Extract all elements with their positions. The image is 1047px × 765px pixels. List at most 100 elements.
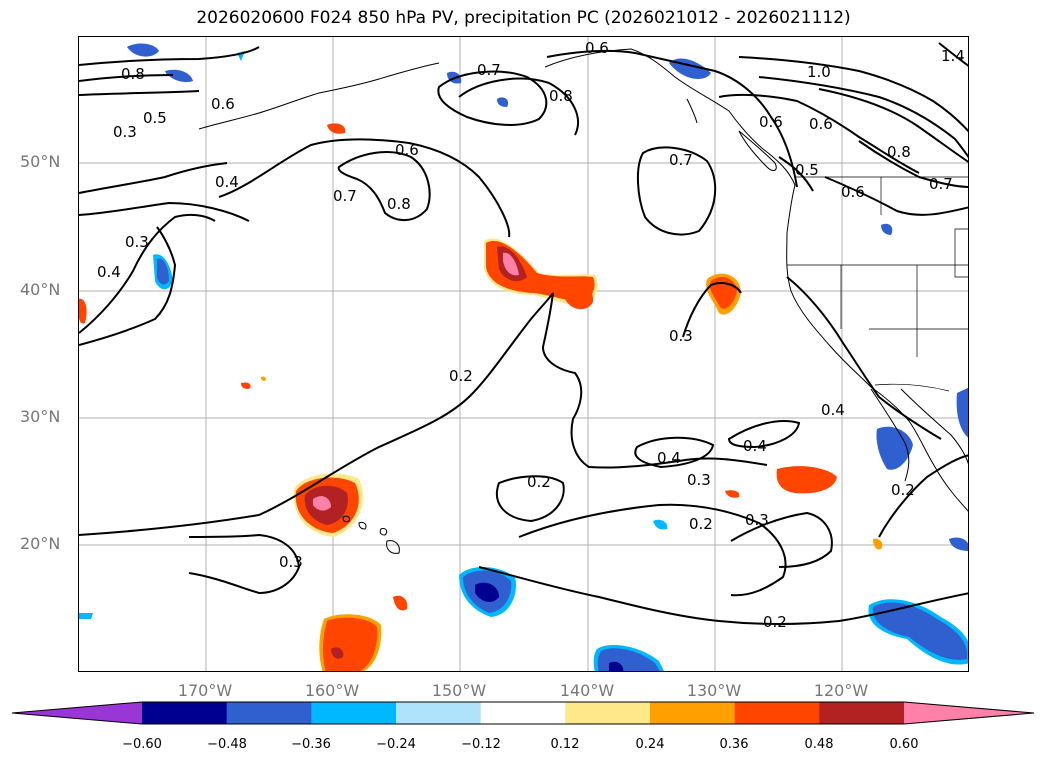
colorbar-tick: 0.12 <box>550 737 580 752</box>
contour-0-5-ne <box>778 156 814 192</box>
contour-0-2-main <box>79 292 768 536</box>
precip-blob-25n-125w <box>776 466 837 494</box>
contour-label: 0.4 <box>657 449 681 467</box>
precip-blob-16n-155w <box>393 595 408 611</box>
precip-blob-20n-116w <box>873 538 883 550</box>
contour-label: 0.8 <box>549 87 573 105</box>
colorbar-swatch <box>142 702 228 724</box>
contour-label: 0.6 <box>809 115 833 133</box>
colorbar-swatch <box>396 702 482 724</box>
precip-blob-11n-138w <box>593 645 664 671</box>
contour-0-7-east <box>858 140 968 188</box>
colorbar-swatch <box>311 702 397 724</box>
contour-0-3-lower-right <box>730 511 833 568</box>
aleutian-islands <box>198 62 440 130</box>
precip-blob-47n-119w <box>881 223 893 235</box>
contour-0-8-north <box>79 74 174 82</box>
alaska-coast <box>544 48 676 78</box>
graticule <box>79 37 968 671</box>
us-mexico-border <box>874 383 950 392</box>
contour-0-2-right <box>878 454 968 538</box>
contour-0-4-closed-a <box>634 436 715 469</box>
map-title: 2026020600 F024 850 hPa PV, precipitatio… <box>196 8 851 28</box>
colorbar-tick: 0.36 <box>719 737 749 752</box>
colorbar <box>11 701 1035 725</box>
haida-gwaii <box>686 98 698 124</box>
precip-blob-14n-113w <box>868 599 968 665</box>
political-borders <box>787 176 968 392</box>
contour-labels: 0.8 0.6 0.5 0.4 0.3 0.6 0.7 0.8 0.7 0.8 … <box>97 39 965 631</box>
precip-blob-53n-147w <box>497 97 509 107</box>
contour-0-6-north-pacific <box>218 138 511 238</box>
contour-0-8-east <box>818 88 968 163</box>
precip-negative-anomalies <box>79 43 968 671</box>
map-panel: 0.8 0.6 0.5 0.4 0.3 0.6 0.7 0.8 0.7 0.8 … <box>78 36 969 672</box>
colorbar-extend-high <box>904 702 1034 724</box>
precip-blob-19n-112w <box>949 537 968 551</box>
colorbar-swatch <box>819 702 905 724</box>
contour-label: 0.6 <box>395 141 419 159</box>
contour-label: 1.4 <box>941 47 965 65</box>
contour-label: 0.2 <box>763 613 787 631</box>
contour-1-0 <box>738 56 968 133</box>
hawaii-maui <box>379 528 388 536</box>
lon-label-120w: 120°W <box>813 681 869 700</box>
hawaii-kauai <box>342 515 350 523</box>
contour-0-6-ne <box>824 176 968 216</box>
colorbar-tick: −0.60 <box>122 737 162 752</box>
contour-0-7-closed <box>437 70 548 126</box>
contour-label: 0.7 <box>477 61 501 79</box>
contour-0-6-upper <box>79 90 200 96</box>
contour-0-4-east <box>786 276 942 440</box>
contour-label: 0.7 <box>333 187 357 205</box>
contour-label: 0.6 <box>585 39 609 57</box>
contour-label: 0.3 <box>279 553 303 571</box>
precip-blob-50n-156w <box>327 123 346 134</box>
contour-label: 0.4 <box>97 263 121 281</box>
contour-0-2-closed <box>496 475 565 523</box>
vancouver-island <box>738 130 777 171</box>
colorbar-swatch <box>650 702 736 724</box>
contour-0-2-lower <box>478 566 968 625</box>
contour-0-7-closed-b <box>636 146 717 236</box>
contour-label: 0.3 <box>687 471 711 489</box>
colorbar-tick: −0.12 <box>461 737 501 752</box>
contour-label: 0.7 <box>929 175 953 193</box>
lat-label-40n: 40°N <box>20 280 61 299</box>
contour-label: 0.8 <box>121 65 145 83</box>
precip-blob-41n-177w <box>153 254 173 290</box>
precip-blob-39n-129w <box>706 273 741 315</box>
precip-blob-13n-159w <box>319 614 382 671</box>
precip-blob-17n-147w <box>459 566 516 617</box>
pv-contours <box>79 42 968 625</box>
contour-0-3-lower <box>518 503 787 597</box>
precip-blob-24n-128w <box>725 490 740 498</box>
contour-label: 0.5 <box>143 109 167 127</box>
colorbar-swatch <box>480 702 566 724</box>
contour-0-5-west <box>79 162 228 194</box>
lon-label-160w: 160°W <box>304 681 360 700</box>
contour-label: 1.0 <box>807 63 831 81</box>
us-west-state-borders <box>787 264 968 357</box>
contour-0-3-right <box>682 282 742 338</box>
contour-label: 0.3 <box>125 233 149 251</box>
mexico-gulf-coast <box>900 388 968 465</box>
map-canvas: 0.8 0.6 0.5 0.4 0.3 0.6 0.7 0.8 0.7 0.8 … <box>79 37 968 671</box>
lon-label-130w: 130°W <box>686 681 742 700</box>
colorbar-swatch <box>734 702 820 724</box>
colorbar-tick: −0.36 <box>291 737 331 752</box>
colorbar-tick: 0.24 <box>635 737 665 752</box>
precip-blob-40n-139w <box>564 277 594 310</box>
contour-0-3-middle <box>188 533 301 595</box>
contour-label: 0.2 <box>449 367 473 385</box>
contour-0-7-north <box>79 46 260 66</box>
contour-label: 0.5 <box>795 161 819 179</box>
contour-label: 0.8 <box>387 195 411 213</box>
contour-0-8-closed <box>337 151 431 221</box>
precip-blob-20n-132w <box>653 519 668 530</box>
lon-label-170w: 170°W <box>177 681 233 700</box>
contour-0-6-right <box>718 93 920 174</box>
contour-label: 0.6 <box>211 95 235 113</box>
contour-label: 0.3 <box>669 327 693 345</box>
baja-california-coast <box>870 388 910 482</box>
